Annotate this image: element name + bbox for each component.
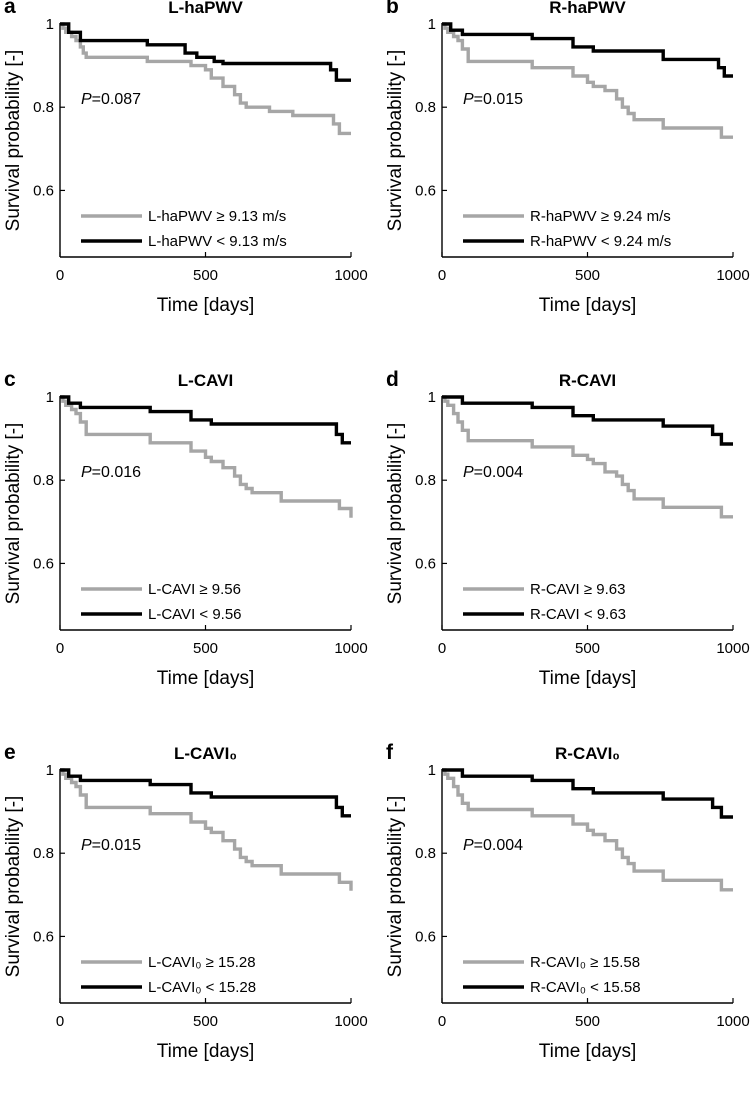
panel-letter: b	[386, 0, 399, 18]
y-tick-label: 0.8	[415, 99, 436, 116]
x-tick-label: 500	[575, 640, 600, 657]
x-tick-label: 0	[56, 1013, 64, 1030]
y-tick-label: 1	[428, 16, 436, 33]
panel-title: R-haPWV	[549, 0, 626, 17]
p-value-label: P=0.004	[463, 464, 523, 481]
panel-b: b R-haPWV 0 500 1000 0.6 0.8 1 Time [days] Surviv…	[385, 0, 750, 316]
y-tick-label: 1	[46, 762, 54, 779]
y-axis-label: Survival probability [-]	[385, 796, 406, 978]
y-tick-label: 0.6	[415, 182, 436, 199]
x-tick-label: 1000	[334, 1013, 367, 1030]
survival-curve-low	[442, 22, 733, 78]
panel-title: L-haPWV	[168, 0, 243, 17]
x-axis-label: Time [days]	[539, 1041, 637, 1062]
y-tick-label: 0.8	[33, 845, 54, 862]
legend-entry: L-CAVI₀ ≥ 15.28	[148, 954, 256, 971]
p-value-label: P=0.016	[81, 464, 141, 481]
x-tick-label: 0	[438, 267, 446, 284]
survival-curve-high	[442, 22, 733, 139]
y-tick-label: 1	[428, 389, 436, 406]
y-tick-label: 0.6	[33, 182, 54, 199]
panel-letter: c	[4, 368, 16, 391]
panel-letter: f	[386, 741, 394, 764]
p-value-label: P=0.004	[463, 837, 523, 854]
x-tick-label: 500	[193, 267, 218, 284]
y-tick-label: 0.6	[415, 555, 436, 572]
x-tick-label: 0	[56, 267, 64, 284]
legend-entry: R-CAVI₀ < 15.58	[530, 979, 641, 996]
x-axis-label: Time [days]	[157, 295, 255, 316]
y-axis-label: Survival probability [-]	[3, 423, 24, 605]
legend-entry: L-haPWV < 9.13 m/s	[148, 233, 287, 250]
x-tick-label: 500	[193, 1013, 218, 1030]
legend-entry: R-haPWV ≥ 9.24 m/s	[530, 208, 671, 225]
survival-curve-high	[60, 395, 353, 518]
legend-entry: R-CAVI < 9.63	[530, 606, 626, 623]
legend-entry: R-haPWV < 9.24 m/s	[530, 233, 671, 250]
x-tick-label: 0	[438, 640, 446, 657]
panel-title: L-CAVI	[178, 371, 233, 390]
legend-entry: L-CAVI₀ < 15.28	[148, 979, 256, 996]
y-tick-label: 0.8	[33, 99, 54, 116]
panel-d: d R-CAVI 0 500 1000 0.6 0.8 1 Time [days] Surviva…	[385, 368, 750, 689]
x-axis-label: Time [days]	[539, 295, 637, 316]
y-tick-label: 0.6	[33, 928, 54, 945]
y-tick-label: 0.8	[415, 472, 436, 489]
legend-entry: L-CAVI ≥ 9.56	[148, 581, 241, 598]
x-tick-label: 500	[575, 1013, 600, 1030]
x-tick-label: 0	[438, 1013, 446, 1030]
y-axis-label: Survival probability [-]	[385, 50, 406, 232]
survival-curve-high	[442, 395, 733, 519]
panel-title: R-CAVI₀	[555, 744, 620, 763]
x-tick-label: 1000	[716, 1013, 749, 1030]
p-value-label: P=0.015	[463, 91, 523, 108]
panel-title: R-CAVI	[559, 371, 616, 390]
x-tick-label: 1000	[716, 267, 749, 284]
survival-curve-low	[60, 768, 351, 818]
y-tick-label: 0.6	[33, 555, 54, 572]
x-tick-label: 500	[575, 267, 600, 284]
panel-e: e L-CAVI₀ 0 500 1000 0.6 0.8 1 Time [days] Surviv…	[3, 741, 368, 1062]
y-axis-label: Survival probability [-]	[385, 423, 406, 605]
survival-curve-high	[442, 768, 733, 892]
y-tick-label: 0.8	[33, 472, 54, 489]
panel-letter: d	[386, 368, 399, 391]
survival-curve-low	[60, 395, 351, 445]
x-tick-label: 1000	[334, 640, 367, 657]
y-tick-label: 1	[428, 762, 436, 779]
panel-title: L-CAVI₀	[174, 744, 237, 763]
p-value-label: P=0.015	[81, 837, 141, 854]
y-tick-label: 1	[46, 389, 54, 406]
legend-entry: R-CAVI ≥ 9.63	[530, 581, 626, 598]
x-axis-label: Time [days]	[157, 1041, 255, 1062]
survival-curve-low	[60, 22, 351, 82]
survival-curve-high	[60, 768, 353, 891]
x-tick-label: 0	[56, 640, 64, 657]
panel-a: a L-haPWV 0 500 1000 0.6 0.8 1 Time [days] Surviv…	[3, 0, 368, 316]
survival-curve-low	[442, 395, 733, 446]
survival-curve-low	[442, 768, 733, 819]
x-tick-label: 1000	[716, 640, 749, 657]
y-tick-label: 1	[46, 16, 54, 33]
y-axis-label: Survival probability [-]	[3, 796, 24, 978]
y-tick-label: 0.6	[415, 928, 436, 945]
survival-curve-high	[60, 22, 351, 136]
legend-entry: R-CAVI₀ ≥ 15.58	[530, 954, 640, 971]
legend-entry: L-CAVI < 9.56	[148, 606, 242, 623]
y-tick-label: 0.8	[415, 845, 436, 862]
x-tick-label: 500	[193, 640, 218, 657]
p-value-label: P=0.087	[81, 91, 141, 108]
panel-letter: e	[4, 741, 16, 764]
x-tick-label: 1000	[334, 267, 367, 284]
x-axis-label: Time [days]	[157, 668, 255, 689]
panel-c: c L-CAVI 0 500 1000 0.6 0.8 1 Time [days] Surviva…	[3, 368, 368, 689]
panel-f: f R-CAVI₀ 0 500 1000 0.6 0.8 1 Time [days] Surviv…	[385, 741, 750, 1062]
panel-letter: a	[4, 0, 16, 18]
legend-entry: L-haPWV ≥ 9.13 m/s	[148, 208, 286, 225]
y-axis-label: Survival probability [-]	[3, 50, 24, 232]
x-axis-label: Time [days]	[539, 668, 637, 689]
